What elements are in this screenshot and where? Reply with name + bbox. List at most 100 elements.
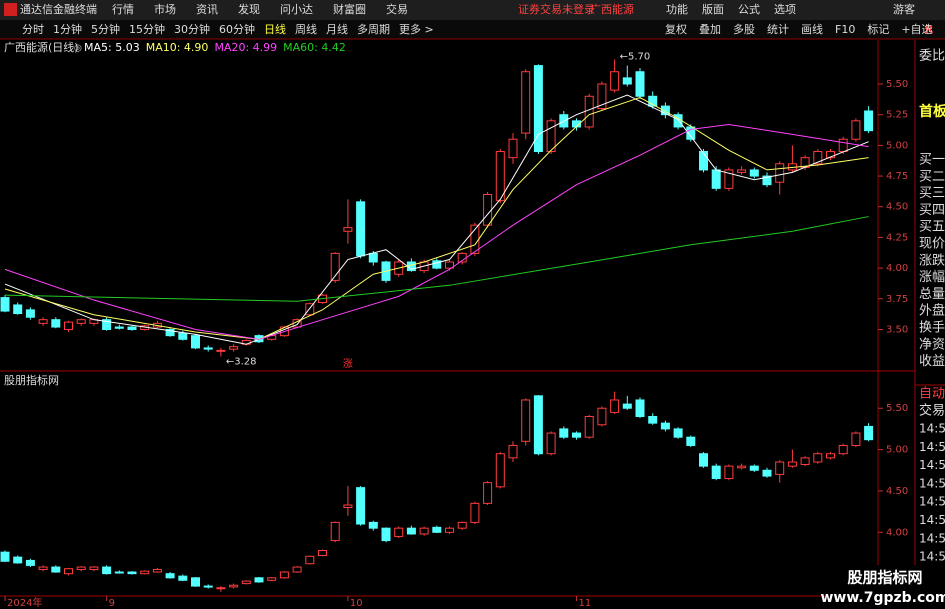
- candle-body: [432, 260, 442, 269]
- candle-body: [851, 120, 861, 140]
- ma-line: [4, 96, 869, 340]
- candle-body: [813, 453, 823, 463]
- candle-body: [279, 571, 289, 579]
- candle-body: [559, 428, 569, 438]
- ma-line: [4, 216, 869, 302]
- candle-body: [38, 566, 48, 571]
- chart-title: 广西能源(日线): [4, 40, 79, 54]
- tool-button[interactable]: +自选: [901, 23, 932, 36]
- candle-body: [838, 444, 848, 455]
- candle-body: [622, 77, 632, 85]
- period-tab[interactable]: 1分钟: [53, 22, 82, 36]
- candle-body: [635, 399, 645, 418]
- candle-body: [191, 577, 200, 587]
- candle-body: [381, 527, 391, 542]
- candle-body: [25, 559, 35, 566]
- price-annotation: ←3.28: [226, 356, 257, 367]
- candle-body: [648, 416, 658, 424]
- period-tab[interactable]: 分时: [22, 23, 44, 36]
- y-tick-label: 4.00: [886, 527, 908, 538]
- watermark-bg: [825, 565, 945, 609]
- candle-body: [521, 399, 531, 442]
- tool-button[interactable]: 标记: [867, 22, 889, 36]
- menu-item[interactable]: 行情: [112, 3, 134, 16]
- tool-button[interactable]: 复权: [665, 22, 687, 36]
- quote-field: 委比: [919, 49, 945, 64]
- menu-item[interactable]: 市场: [154, 2, 176, 16]
- signal-marker: 涨: [343, 358, 353, 370]
- candle-body: [660, 105, 670, 116]
- candle-body: [114, 571, 124, 574]
- tool-button[interactable]: 叠加: [699, 23, 721, 36]
- quote-field: 外盘: [919, 303, 945, 319]
- candle-body: [305, 303, 315, 316]
- tool-button[interactable]: 画线: [801, 22, 823, 36]
- candle-body: [229, 584, 239, 588]
- candle-body: [127, 326, 137, 330]
- candle-body: [0, 297, 10, 312]
- menu-item[interactable]: 交易: [386, 2, 408, 16]
- legend-icon: ◎: [74, 44, 82, 54]
- candle-body: [216, 587, 226, 590]
- badge: R: [925, 23, 934, 36]
- candle-body: [343, 227, 353, 232]
- lower-panel-title: 股朋指标网: [4, 373, 59, 387]
- tool-button[interactable]: 统计: [767, 23, 789, 36]
- candle-body: [254, 577, 264, 583]
- candle-body: [648, 95, 658, 107]
- candle-body: [546, 432, 556, 455]
- period-tab[interactable]: 多周期: [357, 22, 390, 36]
- menu-item[interactable]: 财富圈: [333, 2, 366, 16]
- candle-body: [13, 556, 23, 564]
- quote-field: 净资: [919, 337, 945, 352]
- menu-item[interactable]: 版面: [702, 2, 724, 16]
- menu-item[interactable]: 问小达: [280, 3, 313, 16]
- candle-body: [686, 126, 696, 140]
- period-tab[interactable]: 30分钟: [174, 22, 210, 36]
- candle-body: [826, 453, 835, 459]
- candle-body: [470, 502, 480, 523]
- quote-field: 换手: [919, 321, 945, 336]
- date-label: 9: [109, 598, 115, 609]
- period-tab[interactable]: 5分钟: [91, 22, 120, 36]
- candle-body: [203, 585, 213, 588]
- menu-item[interactable]: 资讯: [196, 3, 218, 16]
- menu-item[interactable]: 公式: [738, 3, 760, 16]
- y-tick-label: 4.50: [886, 202, 908, 213]
- quote-field: 现价: [919, 237, 945, 252]
- trade-status[interactable]: 证券交易未登录: [518, 2, 595, 16]
- candle-body: [610, 71, 620, 91]
- candle-body: [152, 569, 162, 573]
- candle-body: [686, 436, 696, 446]
- candle-body: [76, 319, 86, 324]
- watermark: 股朋指标网: [847, 569, 922, 587]
- candle-body: [457, 521, 467, 529]
- quote-field: 买四: [919, 203, 945, 218]
- quote-field: 涨跌: [919, 252, 945, 268]
- candle-body: [749, 465, 759, 471]
- candle-body: [51, 319, 61, 328]
- user[interactable]: 游客: [893, 2, 915, 16]
- menu-item[interactable]: 选项: [774, 3, 796, 16]
- period-tab[interactable]: 15分钟: [129, 22, 165, 36]
- trade-time: 14:56: [919, 458, 945, 472]
- menu-item[interactable]: 发现: [238, 2, 260, 16]
- candle-body: [699, 453, 708, 467]
- candle-body: [216, 349, 226, 352]
- period-tab[interactable]: 60分钟: [219, 22, 255, 36]
- menu-item[interactable]: 功能: [666, 2, 688, 16]
- period-tab[interactable]: 更多 >: [399, 22, 434, 36]
- trade-time: 14:56: [919, 476, 945, 490]
- candle-body: [356, 201, 366, 257]
- y-tick-label: 4.00: [886, 263, 908, 274]
- period-tab[interactable]: 日线: [264, 22, 286, 36]
- period-tab[interactable]: 月线: [326, 22, 348, 36]
- tool-button[interactable]: F10: [835, 23, 855, 36]
- candle-body: [318, 550, 327, 556]
- candle-body: [76, 566, 86, 571]
- quote-field: 买一: [919, 153, 945, 168]
- candle-body: [838, 138, 848, 153]
- tool-button[interactable]: 多股: [733, 22, 755, 36]
- candle-body: [521, 71, 531, 134]
- period-tab[interactable]: 周线: [295, 22, 317, 36]
